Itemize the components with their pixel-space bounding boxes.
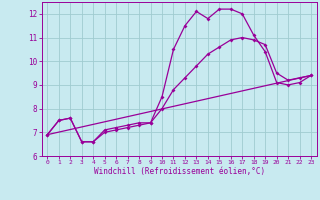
X-axis label: Windchill (Refroidissement éolien,°C): Windchill (Refroidissement éolien,°C) [94,167,265,176]
